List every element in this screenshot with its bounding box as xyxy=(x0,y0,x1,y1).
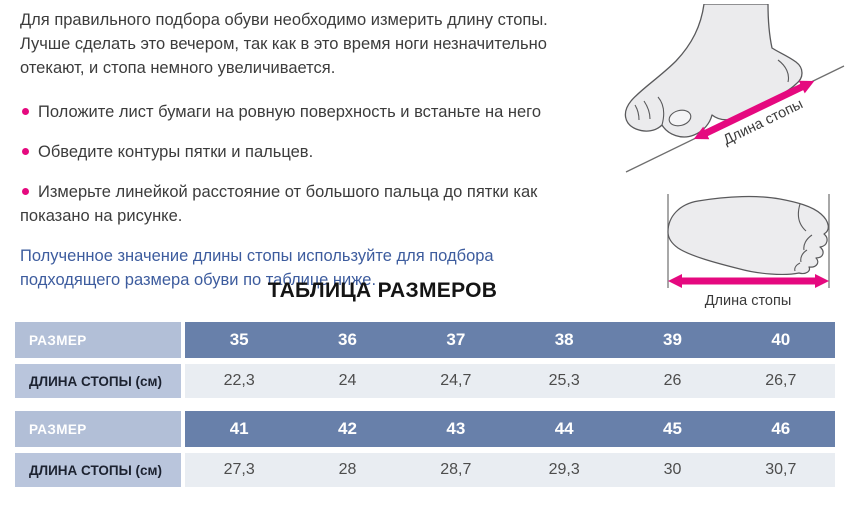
list-item: Обведите контуры пятки и пальцев. xyxy=(20,140,580,164)
size-cell: 38 xyxy=(509,322,619,358)
toe-crease-line xyxy=(794,203,813,272)
size-cell: 40 xyxy=(726,322,835,358)
length-cell: 27,3 xyxy=(185,453,294,487)
step-text: Измерьте линейкой расстояние от большого… xyxy=(20,183,538,225)
size-table-35-40: РАЗМЕР 35 36 37 38 39 40 ДЛИНА СТОПЫ (см… xyxy=(15,322,835,398)
bullet-dot-icon xyxy=(22,188,29,196)
length-cell: 29,3 xyxy=(509,453,619,487)
step-text: Обведите контуры пятки и пальцев. xyxy=(38,143,314,161)
length-cell: 24,7 xyxy=(401,364,510,398)
toe-crease-line xyxy=(634,59,790,126)
size-table-title: ТАБЛИЦА РАЗМЕРОВ xyxy=(267,279,498,302)
size-cell: 42 xyxy=(293,411,402,447)
foot-side-illustration: Длина стопы xyxy=(624,4,845,173)
table-row: РАЗМЕР 35 36 37 38 39 40 xyxy=(15,322,835,358)
intro-paragraph: Для правильного подбора обуви необходимо… xyxy=(20,11,548,77)
size-cell: 44 xyxy=(509,411,619,447)
step-text: Положите лист бумаги на ровную поверхнос… xyxy=(38,103,542,121)
row-header-size: РАЗМЕР xyxy=(15,411,181,447)
row-header-length: ДЛИНА СТОПЫ (см) xyxy=(15,364,181,398)
size-cell: 43 xyxy=(401,411,510,447)
size-cell: 41 xyxy=(185,411,294,447)
length-cell: 24 xyxy=(293,364,402,398)
size-cell: 37 xyxy=(401,322,510,358)
size-cell: 39 xyxy=(618,322,727,358)
steps-list: Положите лист бумаги на ровную поверхнос… xyxy=(20,100,580,228)
length-cell: 30,7 xyxy=(726,453,835,487)
size-cell: 36 xyxy=(293,322,402,358)
size-tables: РАЗМЕР 35 36 37 38 39 40 ДЛИНА СТОПЫ (см… xyxy=(15,322,835,500)
list-item: Положите лист бумаги на ровную поверхнос… xyxy=(20,100,580,124)
size-cell: 45 xyxy=(618,411,727,447)
length-cell: 26,7 xyxy=(726,364,835,398)
length-cell: 28 xyxy=(293,453,402,487)
length-cell: 25,3 xyxy=(509,364,619,398)
note-paragraph: Полученное значение длины стопы использу… xyxy=(20,247,494,289)
bullet-dot-icon xyxy=(22,148,29,156)
foot-sole-illustration: Длина стопы xyxy=(667,194,830,309)
length-cell: 26 xyxy=(618,364,727,398)
instructions-block: Для правильного подбора обуви необходимо… xyxy=(20,8,660,292)
length-cell: 30 xyxy=(618,453,727,487)
size-table-41-46: РАЗМЕР 41 42 43 44 45 46 ДЛИНА СТОПЫ (см… xyxy=(15,411,835,487)
toenail-shape xyxy=(668,109,692,127)
size-cell: 35 xyxy=(185,322,294,358)
length-cell: 28,7 xyxy=(401,453,510,487)
list-item: Измерьте линейкой расстояние от большого… xyxy=(20,180,580,228)
row-header-size: РАЗМЕР xyxy=(15,322,181,358)
row-header-length: ДЛИНА СТОПЫ (см) xyxy=(15,453,181,487)
table-row: ДЛИНА СТОПЫ (см) 22,3 24 24,7 25,3 26 26… xyxy=(15,364,835,398)
measure-label: Длина стопы xyxy=(705,293,792,309)
table-row: РАЗМЕР 41 42 43 44 45 46 xyxy=(15,411,835,447)
foot-shape xyxy=(667,195,829,275)
table-row: ДЛИНА СТОПЫ (см) 27,3 28 28,7 29,3 30 30… xyxy=(15,453,835,487)
measure-arrow xyxy=(693,80,815,140)
size-cell: 46 xyxy=(726,411,835,447)
length-cell: 22,3 xyxy=(185,364,294,398)
bullet-dot-icon xyxy=(22,108,29,116)
